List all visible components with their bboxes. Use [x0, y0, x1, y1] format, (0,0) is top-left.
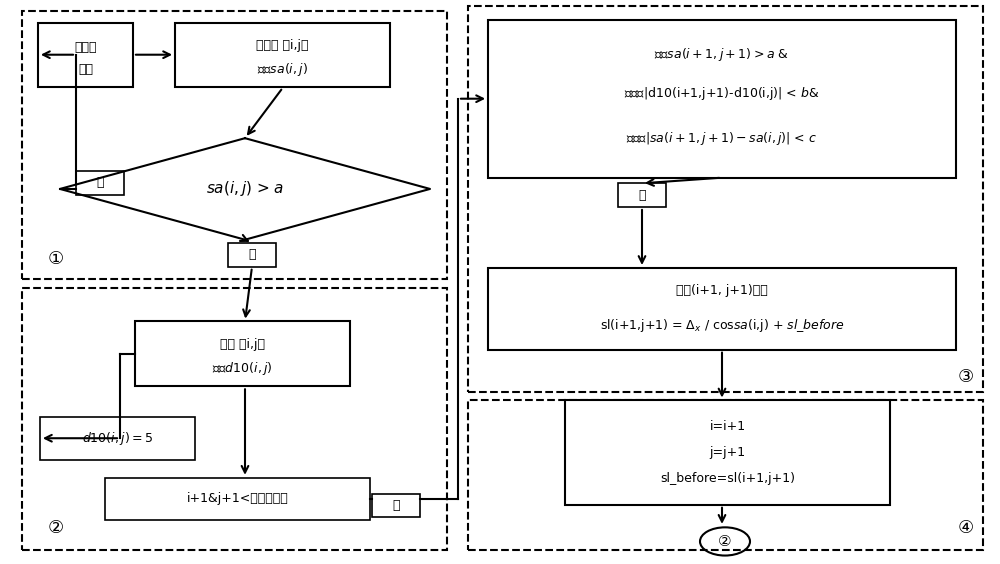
Text: 计算(i+1, j+1)坡长: 计算(i+1, j+1)坡长 — [676, 284, 768, 297]
Text: ②: ② — [48, 519, 64, 537]
Bar — [488, 268, 956, 350]
Text: sl_before=sl(i+1,j+1): sl_before=sl(i+1,j+1) — [660, 472, 795, 485]
Bar — [468, 400, 983, 550]
Bar — [135, 321, 350, 386]
Bar — [565, 400, 890, 505]
Bar — [76, 171, 124, 195]
Text: 否: 否 — [96, 176, 104, 190]
Text: 坡角差$|sa(i + 1, j + 1) - sa(i,j)|$ < $c$: 坡角差$|sa(i + 1, j + 1) - sa(i,j)|$ < $c$ — [626, 130, 818, 147]
Bar — [488, 20, 956, 178]
Text: sl(i+1,j+1) = $\Delta_x$ / cos$sa$(i,j) + $sl\_before$: sl(i+1,j+1) = $\Delta_x$ / cos$sa$(i,j) … — [600, 316, 844, 334]
Text: 判断点 （i,j）: 判断点 （i,j） — [256, 39, 309, 52]
Text: i=i+1: i=i+1 — [709, 420, 746, 433]
Bar — [372, 494, 420, 517]
Bar — [22, 11, 447, 279]
Text: 风向差$|$d10(i+1,j+1)-d10(i,j)$|$ < $b$&: 风向差$|$d10(i+1,j+1)-d10(i,j)$|$ < $b$& — [624, 86, 820, 103]
Text: 是: 是 — [638, 188, 646, 202]
Bar — [38, 23, 133, 87]
Text: j=j+1: j=j+1 — [709, 446, 746, 459]
Text: $d10(i,j)=5$: $d10(i,j)=5$ — [82, 430, 153, 447]
Text: $sa(i,j)$ > a: $sa(i,j)$ > a — [206, 179, 284, 199]
Text: ②: ② — [718, 534, 732, 549]
Bar — [105, 478, 370, 520]
Bar — [22, 288, 447, 550]
Text: ③: ③ — [958, 368, 974, 386]
Text: i+1&j+1<边界格点数: i+1&j+1<边界格点数 — [187, 492, 288, 505]
Bar — [618, 183, 666, 207]
Text: 风向$d10(i,j)$: 风向$d10(i,j)$ — [212, 360, 273, 377]
Text: 是: 是 — [392, 499, 400, 512]
Text: ④: ④ — [958, 519, 974, 537]
Bar — [175, 23, 390, 87]
Text: 是: 是 — [248, 248, 256, 262]
Text: 坡角$sa(i,j)$: 坡角$sa(i,j)$ — [257, 61, 308, 78]
Text: 格点: 格点 — [78, 63, 93, 76]
Text: 坡角$sa(i + 1, j + 1) > a$ &: 坡角$sa(i + 1, j + 1) > a$ & — [654, 46, 790, 63]
Text: ①: ① — [48, 250, 64, 268]
Bar — [468, 6, 983, 392]
Text: 判断 （i,j）: 判断 （i,j） — [220, 338, 265, 351]
Text: 下一个: 下一个 — [74, 41, 97, 54]
Bar — [228, 243, 276, 267]
Bar — [40, 417, 195, 460]
